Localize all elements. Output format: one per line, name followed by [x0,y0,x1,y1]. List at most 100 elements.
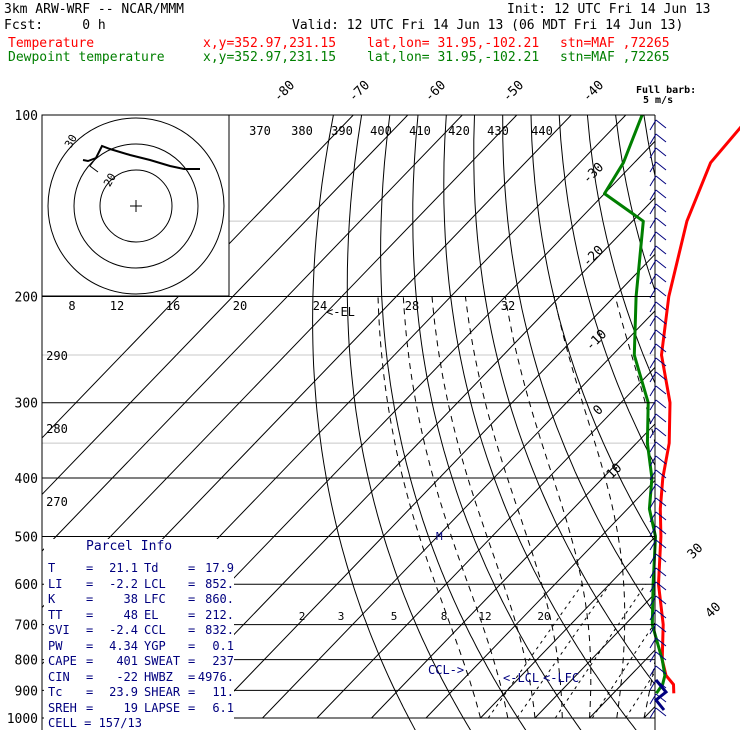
row-label-1: TT [48,607,63,622]
row-value-2: 852. [205,576,234,591]
wind-barb-staff [655,623,667,633]
parcel-info-panel: Parcel Info T = 21.1 Td = 17.9 LI = -2.2 LCL = 852.… [44,539,234,730]
wind-barb-staff [655,539,667,549]
theta-label: 390 [331,124,353,138]
wind-barb-flag [649,609,657,621]
wind-barb [649,553,667,565]
wind-barb [649,665,667,677]
isotherm [207,253,655,719]
wind-barb-flag [649,357,657,369]
hodograph-speed-label: 8 [68,299,75,313]
temperature-station: stn=MAF ,72265 [560,36,670,51]
temperature-xy: x,y=352.97,231.15 [203,36,337,51]
dry-adiabat [346,115,472,730]
wind-barb-flag [649,595,657,607]
wind-barb [649,511,667,523]
wind-barb-staff [655,147,667,157]
wind-barb [649,539,667,551]
init-time: Init: 12 UTC Fri 14 Jun 13 [507,2,711,17]
wind-barb-staff [655,455,667,465]
mixing-ratio-line [625,671,655,719]
isotherm [699,115,740,718]
wind-barb-staff [655,203,667,213]
hodograph-speed-label: 16 [166,299,180,313]
wind-barb [649,343,667,355]
wind-barb-staff [655,357,667,367]
wind-barb-staff [655,399,667,409]
isotherm [42,115,518,609]
theta-label-left: 280 [46,422,68,436]
hodograph-speed-label: 20 [233,299,247,313]
row-eq-2: = [188,700,196,715]
wind-barb [649,525,667,537]
wind-barb-flag [649,399,657,411]
hodograph-trace [82,144,200,170]
isotherm [42,115,463,552]
wind-barb-flag [649,259,657,271]
cell-motion: CELL = 157/13 [48,716,142,730]
wind-barb-staff [655,497,667,507]
wind-barb-staff [655,511,667,521]
mixing-ratio-label: 3 [338,610,345,623]
row-value-1: -2.4 [109,623,138,637]
row-value-2: 832. [205,623,234,637]
wind-barb-unit: 5 m/s [643,95,674,106]
temperature-tick-label: -30 [580,160,607,187]
wind-barb-staff [655,427,667,437]
dewpoint-trace [603,114,667,695]
wind-barb [649,217,667,229]
wind-barb [649,189,667,201]
wind-barb [649,581,667,593]
wind-barb-staff [655,119,667,129]
svg-text:30: 30 [62,132,80,150]
el-marker: <-EL [326,305,355,319]
wind-barb-staff [655,553,667,563]
mixing-ratio-line [516,583,611,719]
pressure-tick-label: 300 [15,397,38,412]
theta-label: 440 [531,124,553,138]
parcel-info-row: SVI = -2.4 CCL = 832. [48,623,234,639]
row-eq-1: = [86,576,94,591]
mixing-ratio-label: 12 [478,610,491,623]
wind-barb-flag [649,623,657,635]
row-label-2: CCL [144,623,166,637]
wind-barb [649,399,667,411]
temperature-tick-label: -10 [583,327,610,354]
temperature-tick-label: 0 [590,402,606,418]
wind-barb-flag [649,665,657,677]
wind-barb-staff [655,567,667,577]
dewpoint-legend: Dewpoint temperature [8,50,165,65]
wind-barb-staff [655,651,667,661]
wind-barb-staff [655,637,667,647]
wind-barb-staff [655,273,667,283]
row-value-1: 401 [116,654,138,668]
hodograph-speed-label: 32 [501,299,515,313]
temperature-latlon: lat,lon= 31.95,-102.21 [367,36,540,51]
parcel-info-row: Tc = 23.9 SHEAR = 11. [48,685,234,701]
wind-barb-flag [649,427,657,439]
row-label-2: Td [144,561,159,575]
row-label-1: CAPE [48,654,77,668]
wind-barb [649,469,667,481]
wind-barb [649,329,667,341]
row-eq-1: = [86,700,94,715]
row-label-1: PW [48,638,63,653]
forecast-hour: Fcst: 0 h [4,18,106,33]
wind-barb [649,273,667,285]
theta-label-left: 270 [46,495,68,509]
wind-barb-flag [649,189,657,201]
hodograph-speed-label: 12 [110,299,124,313]
wind-barb [649,371,667,383]
row-label-1: SVI [48,623,70,637]
pressure-tick-label: 500 [15,530,38,545]
wind-barb-flag [649,329,657,341]
wind-barb-flag [649,707,657,719]
wind-barb-flag [649,553,657,565]
wind-barb [649,455,667,467]
wind-barb-flag [649,315,657,327]
dry-adiabat [380,115,527,730]
row-value-1: -22 [116,669,138,684]
row-label-2: LCL [144,576,166,591]
wind-barb-flag [649,245,657,257]
